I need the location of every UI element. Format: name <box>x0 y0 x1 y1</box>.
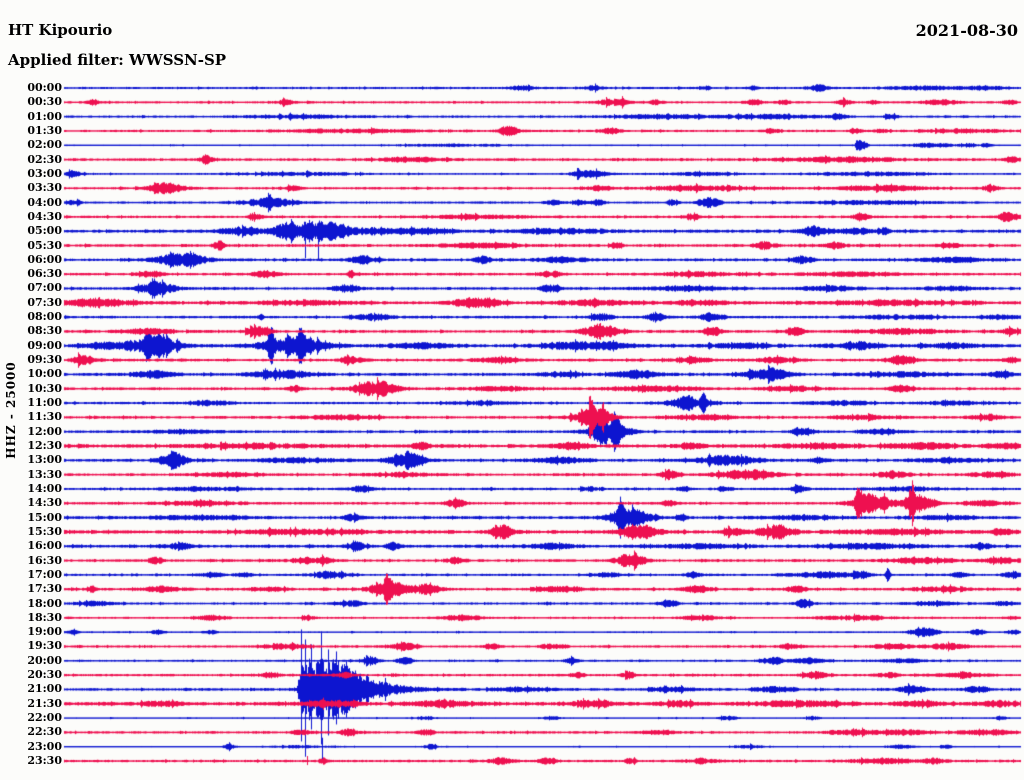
time-label: 09:00 <box>27 338 62 352</box>
time-label: 07:00 <box>27 281 62 295</box>
time-label: 05:00 <box>27 224 62 238</box>
time-label: 22:30 <box>27 725 62 739</box>
time-label: 10:00 <box>27 367 62 381</box>
time-label: 12:00 <box>27 424 62 438</box>
time-label: 17:30 <box>27 582 62 596</box>
time-label: 19:00 <box>27 625 62 639</box>
time-label: 14:30 <box>27 496 62 510</box>
time-label: 16:00 <box>27 539 62 553</box>
time-label: 19:30 <box>27 639 62 653</box>
time-label: 18:00 <box>27 596 62 610</box>
time-label: 05:30 <box>27 238 62 252</box>
time-label: 10:30 <box>27 381 62 395</box>
time-label: 08:30 <box>27 324 62 338</box>
time-label: 23:00 <box>27 739 62 753</box>
time-label: 21:30 <box>27 696 62 710</box>
time-label: 14:00 <box>27 481 62 495</box>
time-label: 18:30 <box>27 610 62 624</box>
time-label: 12:30 <box>27 439 62 452</box>
time-label: 13:00 <box>27 453 62 467</box>
record-date: 2021-08-30 <box>915 21 1018 40</box>
time-label: 02:30 <box>27 152 62 166</box>
time-label: 23:30 <box>27 754 62 768</box>
station-name: HT Kipourio <box>8 21 113 39</box>
time-label: 06:30 <box>27 267 62 281</box>
time-label: 00:30 <box>27 95 62 109</box>
time-label: 06:00 <box>27 252 62 266</box>
time-label: 01:00 <box>27 109 62 123</box>
time-label: 01:30 <box>27 123 62 137</box>
time-label: 15:30 <box>27 524 62 538</box>
time-label: 07:30 <box>27 295 62 309</box>
time-label: 11:00 <box>27 396 62 410</box>
time-label: 16:30 <box>27 553 62 567</box>
time-label: 22:00 <box>27 711 62 725</box>
time-label: 15:00 <box>27 510 62 524</box>
time-label: 00:00 <box>27 81 62 94</box>
time-label: 17:00 <box>27 567 62 581</box>
time-label: 20:30 <box>27 668 62 682</box>
filter-label: Applied filter: WWSSN-SP <box>8 51 227 69</box>
time-label: 20:00 <box>27 653 62 667</box>
time-label: 13:30 <box>27 467 62 481</box>
time-label: 21:00 <box>27 682 62 696</box>
time-label: 04:30 <box>27 209 62 223</box>
time-label: 08:00 <box>27 310 62 324</box>
time-label: 03:00 <box>27 166 62 180</box>
time-label: 03:30 <box>27 181 62 195</box>
time-label: 11:30 <box>27 410 62 424</box>
time-label: 02:00 <box>27 138 62 152</box>
time-label: 04:00 <box>27 195 62 209</box>
time-label: 09:30 <box>27 353 62 367</box>
